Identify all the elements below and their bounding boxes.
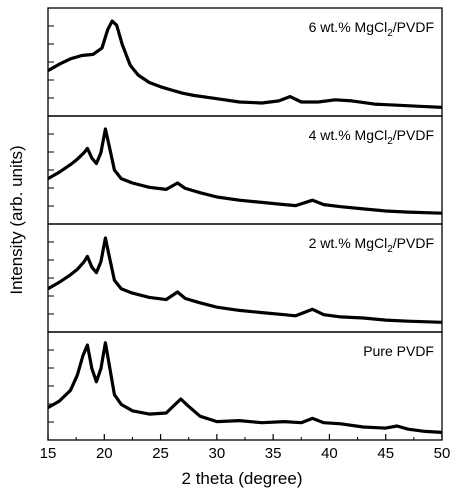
panel-label: Pure PVDF: [363, 343, 434, 359]
panel-label-subscript: 2: [387, 28, 393, 39]
panel-label-main: 6 wt.% MgCl: [309, 19, 388, 35]
panel-label-main: 4 wt.% MgCl: [309, 127, 388, 143]
x-tick-label: 15: [40, 445, 57, 462]
series-line: [47, 341, 443, 434]
x-tick-label: 25: [152, 445, 169, 462]
panel-label-main: Pure PVDF: [363, 343, 434, 359]
panel-label-end: /PVDF: [393, 19, 434, 35]
panel-label: 2 wt.% MgCl2/PVDF: [309, 235, 434, 255]
panel-1: 4 wt.% MgCl2/PVDF: [47, 115, 443, 225]
panel-label-subscript: 2: [387, 136, 393, 147]
x-ticks-group: 15 20 25 30 35 40 45 50: [40, 434, 451, 462]
x-axis-title: 2 theta (degree): [182, 469, 303, 488]
series-line: [47, 127, 443, 215]
panel-label-subscript: 2: [387, 244, 393, 255]
series-line: [47, 236, 443, 324]
x-tick-label: 45: [377, 445, 394, 462]
panel-0: 6 wt.% MgCl2/PVDF: [47, 7, 443, 117]
panel-label-end: /PVDF: [393, 235, 434, 251]
panel-label-end: /PVDF: [393, 127, 434, 143]
series-line: [47, 19, 443, 109]
x-tick-label: 50: [434, 445, 451, 462]
panel-label: 4 wt.% MgCl2/PVDF: [309, 127, 434, 147]
x-tick-label: 40: [321, 445, 338, 462]
y-axis-title: Intensity (arb. units): [7, 145, 26, 294]
panel-label-main: 2 wt.% MgCl: [309, 235, 388, 251]
panel-3: Pure PVDF: [47, 331, 443, 441]
x-tick-label: 35: [265, 445, 282, 462]
panel-2: 2 wt.% MgCl2/PVDF: [47, 223, 443, 333]
x-tick-label: 20: [96, 445, 113, 462]
x-tick-label: 30: [209, 445, 226, 462]
panel-label: 6 wt.% MgCl2/PVDF: [309, 19, 434, 39]
